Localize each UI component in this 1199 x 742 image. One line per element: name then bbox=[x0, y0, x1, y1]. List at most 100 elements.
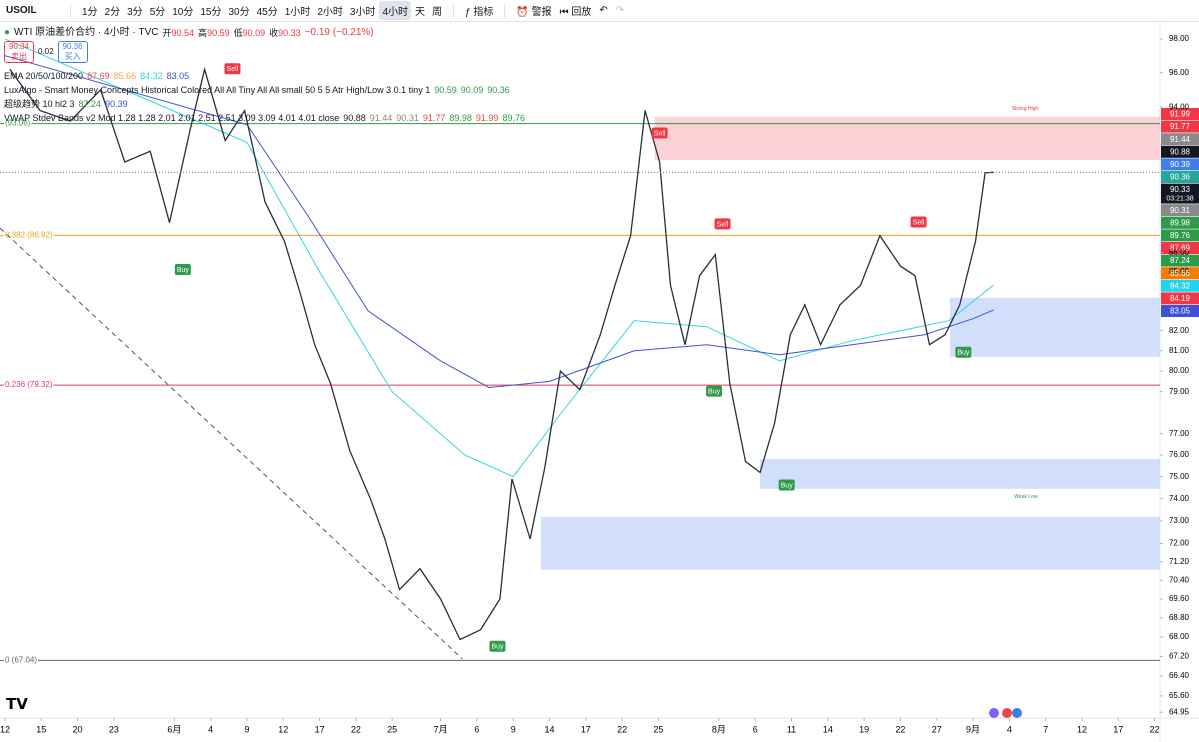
price-tag-label: 90.33 bbox=[1170, 185, 1191, 194]
price: 90.36 bbox=[62, 42, 83, 51]
interval[interactable]: 1分 bbox=[82, 7, 98, 18]
price-tag bbox=[1161, 216, 1199, 229]
interval[interactable]: 5分 bbox=[149, 7, 166, 18]
interval[interactable]: 30分 bbox=[228, 7, 250, 18]
level-label: 0.382 (86.92) bbox=[5, 230, 53, 239]
x-tick-label: 22 bbox=[1150, 724, 1160, 734]
sell-button[interactable]: 90.34 卖出 bbox=[4, 41, 34, 63]
zone bbox=[950, 297, 1160, 357]
y-tick-label: 77.00 bbox=[1169, 429, 1190, 438]
x-tick-label: 25 bbox=[653, 724, 663, 734]
ohlc: 开90.54 高90.59 低90.09 收90.33 bbox=[163, 26, 301, 40]
x-tick-label: 17 bbox=[315, 724, 325, 734]
interval[interactable]: 天 bbox=[415, 7, 425, 18]
series-line bbox=[4, 38, 994, 478]
y-tick-label: 81.00 bbox=[1169, 346, 1190, 355]
price-tag-label: 90.88 bbox=[1170, 147, 1191, 156]
y-tick-label: 86.00 bbox=[1169, 248, 1190, 257]
price-tag-label: 91.44 bbox=[1170, 135, 1191, 144]
price-tag-label: 89.98 bbox=[1170, 218, 1191, 227]
x-tick-label: 23 bbox=[109, 724, 119, 734]
level-label: 0 (67.04) bbox=[5, 655, 37, 664]
y-tick-label: 96.00 bbox=[1169, 68, 1190, 77]
x-tick-label: 4 bbox=[1007, 724, 1012, 734]
price-tag-label: 91.99 bbox=[1170, 110, 1191, 119]
interval[interactable]: 2小时 bbox=[317, 7, 343, 18]
price-tag bbox=[1161, 229, 1199, 242]
indicator-value: 90.88 bbox=[343, 113, 366, 123]
zone bbox=[760, 458, 1160, 489]
price: 90.34 bbox=[8, 42, 30, 51]
undo[interactable]: ↶ bbox=[599, 5, 608, 16]
annotation: Weak Low bbox=[1014, 494, 1038, 500]
interval[interactable]: 10分 bbox=[172, 7, 194, 18]
interval[interactable]: 4小时 bbox=[379, 1, 411, 20]
label: 买入 bbox=[64, 52, 81, 61]
x-tick-label: 17 bbox=[581, 724, 591, 734]
replay-button[interactable]: ⏮ 回放 bbox=[559, 7, 592, 18]
ohlc-item: 高90.59 bbox=[198, 26, 230, 40]
symbol[interactable]: USOIL bbox=[6, 5, 37, 16]
logo: 𝗧𝗩 bbox=[6, 696, 28, 713]
price-tag-label: 90.31 bbox=[1170, 206, 1191, 215]
signal-label: Sell bbox=[227, 66, 239, 73]
ohlc-label: 高 bbox=[198, 28, 208, 38]
intervals: 1分 2分 3分 5分 10分 15分 30分 45分 1小时 2小时 3小时 4小时天周 bbox=[79, 1, 445, 20]
series-line bbox=[4, 55, 994, 389]
y-tick-label: 85.00 bbox=[1169, 267, 1190, 276]
x-tick-label: 12 bbox=[0, 724, 10, 734]
signal-box bbox=[706, 385, 723, 397]
price-tag-label: 91.77 bbox=[1170, 122, 1191, 131]
indicator-value: 90.59 bbox=[434, 85, 457, 95]
interval[interactable]: 周 bbox=[432, 7, 442, 18]
x-tick-label: 25 bbox=[387, 724, 397, 734]
interval[interactable]: 3分 bbox=[127, 7, 143, 18]
x-tick-label: 9 bbox=[511, 724, 516, 734]
signal-label: Buy bbox=[781, 482, 794, 489]
price-tag-label: 90.39 bbox=[1170, 160, 1191, 169]
interval[interactable]: 1小时 bbox=[284, 7, 311, 18]
icon bbox=[1002, 708, 1012, 718]
x-tick-label: 19 bbox=[859, 724, 869, 734]
alert-button[interactable]: ⏰ 警报 bbox=[516, 7, 552, 18]
buy-button[interactable]: 90.36 买入 bbox=[57, 41, 88, 63]
signal-label: Buy bbox=[491, 644, 504, 651]
signal-label: Buy bbox=[177, 267, 190, 274]
interval[interactable]: 15分 bbox=[200, 7, 222, 18]
y-tick-label: 76.00 bbox=[1169, 450, 1190, 459]
y-tick-label: 67.20 bbox=[1169, 652, 1190, 661]
interval[interactable]: 45分 bbox=[256, 7, 278, 18]
signal-label: Buy bbox=[957, 350, 970, 357]
indicator-value: 91.77 bbox=[422, 113, 446, 123]
price-tag bbox=[1161, 108, 1199, 120]
y-tick-label: 68.00 bbox=[1169, 632, 1190, 641]
ohlc-label: 收 bbox=[269, 28, 279, 38]
x-tick-label: 7 bbox=[1043, 724, 1048, 734]
y-tick-label: 66.40 bbox=[1169, 671, 1190, 680]
y-tick-label: 82.00 bbox=[1169, 326, 1190, 335]
price-tag-label: 90.36 bbox=[1170, 173, 1191, 182]
price-tag bbox=[1161, 120, 1199, 133]
price-tag bbox=[1161, 292, 1199, 305]
ohlc-value: 90.09 bbox=[242, 28, 266, 38]
indicator-name: 超级趋势 10 hl2 3 bbox=[4, 99, 75, 109]
price-tag-label: 84.32 bbox=[1170, 281, 1191, 290]
indicators-button[interactable]: ƒ 指标 bbox=[465, 7, 494, 18]
redo[interactable]: ↷ bbox=[615, 5, 625, 16]
signal-box bbox=[651, 127, 668, 139]
interval[interactable]: 2分 bbox=[104, 7, 121, 18]
ohlc-value: 90.33 bbox=[278, 28, 301, 38]
indicator-value: 89.76 bbox=[502, 113, 525, 123]
icon bbox=[989, 708, 999, 718]
signal-box bbox=[778, 479, 795, 491]
annotation: Strong High bbox=[1012, 106, 1039, 112]
indicator-value: 83.05 bbox=[166, 71, 190, 81]
y-tick-label: 69.60 bbox=[1169, 594, 1190, 603]
x-tick-label: 11 bbox=[787, 724, 796, 734]
indicator: VWAP Stdev Bands v2 Mod 1.28 1.28 2.01 2… bbox=[4, 111, 525, 125]
interval[interactable]: 3小时 bbox=[349, 7, 376, 18]
level-label: 0.236 (79.32) bbox=[5, 380, 53, 389]
signal-label: Sell bbox=[717, 221, 729, 228]
indicator-value: 85.66 bbox=[113, 71, 137, 81]
y-tick-label: 73.00 bbox=[1169, 516, 1190, 525]
